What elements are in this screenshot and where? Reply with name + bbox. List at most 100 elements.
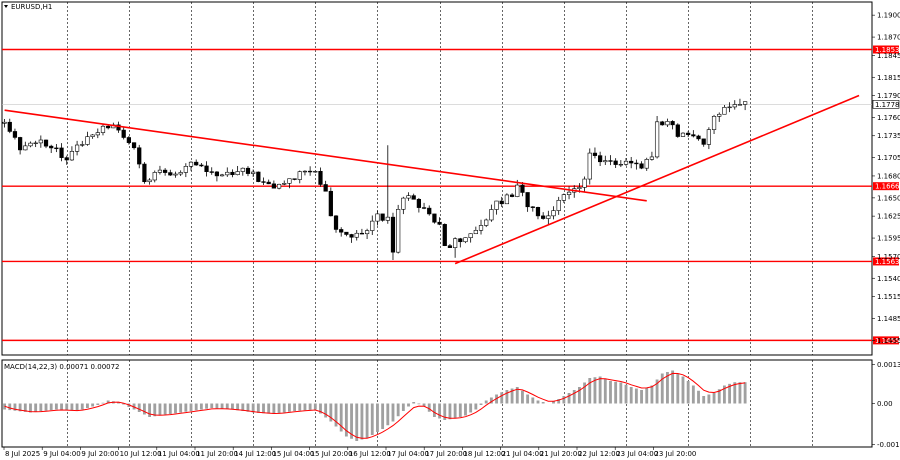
candle bbox=[245, 166, 251, 177]
candle bbox=[380, 213, 385, 222]
candle bbox=[339, 227, 344, 237]
symbol-title-text: EURUSD,H1 bbox=[11, 3, 52, 11]
candle bbox=[530, 206, 535, 212]
time-tick-label: 9 Jul 04:00 bbox=[43, 450, 81, 458]
candle bbox=[183, 163, 188, 178]
candle bbox=[494, 200, 499, 215]
level-price-tag bbox=[873, 257, 899, 266]
time-tick-label: 15 Jul 04:00 bbox=[272, 450, 314, 458]
price-tick-label: 1.1570 bbox=[877, 253, 900, 261]
candle bbox=[541, 212, 546, 220]
candle bbox=[484, 218, 489, 228]
candle bbox=[204, 161, 209, 177]
candle bbox=[432, 213, 437, 224]
candle bbox=[214, 171, 220, 182]
time-tick-label: 17 Jul 20:00 bbox=[425, 450, 467, 458]
candle bbox=[74, 140, 80, 156]
candle bbox=[199, 163, 204, 167]
candle bbox=[328, 187, 333, 217]
candle bbox=[458, 237, 463, 248]
candle bbox=[188, 161, 194, 171]
candle bbox=[240, 167, 245, 176]
price-tick-label: 1.1540 bbox=[877, 275, 900, 283]
candle bbox=[43, 139, 49, 149]
candle bbox=[722, 104, 727, 115]
candle bbox=[665, 118, 670, 127]
candle bbox=[225, 167, 230, 177]
descending-trendline[interactable] bbox=[4, 109, 647, 202]
candle bbox=[276, 183, 282, 190]
candle bbox=[629, 156, 634, 169]
candle bbox=[370, 215, 375, 235]
candle bbox=[147, 178, 152, 185]
candle bbox=[323, 180, 328, 192]
candle bbox=[95, 128, 100, 139]
candle bbox=[33, 140, 38, 148]
candle bbox=[743, 101, 748, 111]
price-tick-label: 1.1515 bbox=[877, 293, 900, 301]
candle bbox=[473, 226, 478, 235]
candle bbox=[2, 118, 7, 128]
candle bbox=[654, 115, 660, 159]
candle bbox=[59, 143, 64, 162]
price-tick-label: 1.1455 bbox=[877, 337, 900, 345]
dropdown-arrow-icon[interactable] bbox=[4, 5, 8, 8]
candle bbox=[69, 146, 75, 161]
level-price-tag bbox=[873, 182, 899, 191]
candle bbox=[194, 159, 199, 166]
candle bbox=[85, 131, 90, 146]
candle bbox=[230, 169, 235, 178]
candle bbox=[126, 135, 131, 145]
candle bbox=[634, 159, 639, 170]
candle bbox=[587, 148, 592, 185]
candle bbox=[670, 120, 675, 130]
level-price-label: 1.1563 bbox=[875, 258, 900, 266]
symbol-title: EURUSD,H1 bbox=[4, 3, 52, 11]
ascending-trendline[interactable] bbox=[454, 94, 860, 265]
candle bbox=[717, 112, 722, 122]
support-resistance-levels bbox=[2, 48, 872, 342]
candle bbox=[463, 237, 468, 244]
macd-tick-label: -0.00137 bbox=[877, 441, 900, 449]
candle bbox=[106, 124, 111, 130]
candle bbox=[686, 131, 691, 138]
candle bbox=[696, 134, 701, 141]
macd-tick-label: 0.0013 bbox=[877, 361, 900, 369]
candle bbox=[157, 165, 163, 175]
candle bbox=[131, 142, 137, 150]
chart-frame bbox=[1, 1, 873, 448]
candle bbox=[219, 173, 225, 177]
candle bbox=[401, 196, 406, 215]
current-price-tag bbox=[872, 100, 900, 109]
price-tick-label: 1.1650 bbox=[877, 194, 900, 202]
candle bbox=[90, 134, 95, 139]
candle bbox=[302, 170, 308, 176]
time-tick-label: 10 Jul 12:00 bbox=[120, 450, 162, 458]
candle bbox=[618, 160, 623, 168]
candle bbox=[292, 178, 297, 181]
candle bbox=[308, 166, 313, 176]
candle bbox=[406, 192, 411, 201]
candle bbox=[287, 178, 292, 189]
candle bbox=[504, 193, 510, 205]
candle bbox=[375, 210, 380, 226]
macd-panel-border bbox=[1, 359, 873, 448]
candle bbox=[163, 168, 168, 176]
candle bbox=[649, 151, 655, 161]
candle bbox=[546, 210, 551, 225]
candle bbox=[727, 102, 732, 113]
macd-tick-label: 0.00 bbox=[877, 400, 893, 408]
candle bbox=[711, 114, 717, 134]
candle bbox=[598, 151, 603, 166]
candle bbox=[18, 136, 23, 155]
price-tick-label: 1.1680 bbox=[877, 172, 900, 180]
candle bbox=[390, 212, 396, 260]
candle bbox=[142, 162, 147, 184]
candle bbox=[623, 157, 629, 166]
candle bbox=[608, 155, 613, 166]
time-tick-label: 18 Jul 12:00 bbox=[463, 450, 505, 458]
time-tick-label: 11 Jul 04:00 bbox=[158, 450, 200, 458]
candle bbox=[706, 127, 711, 150]
candle bbox=[235, 165, 240, 176]
